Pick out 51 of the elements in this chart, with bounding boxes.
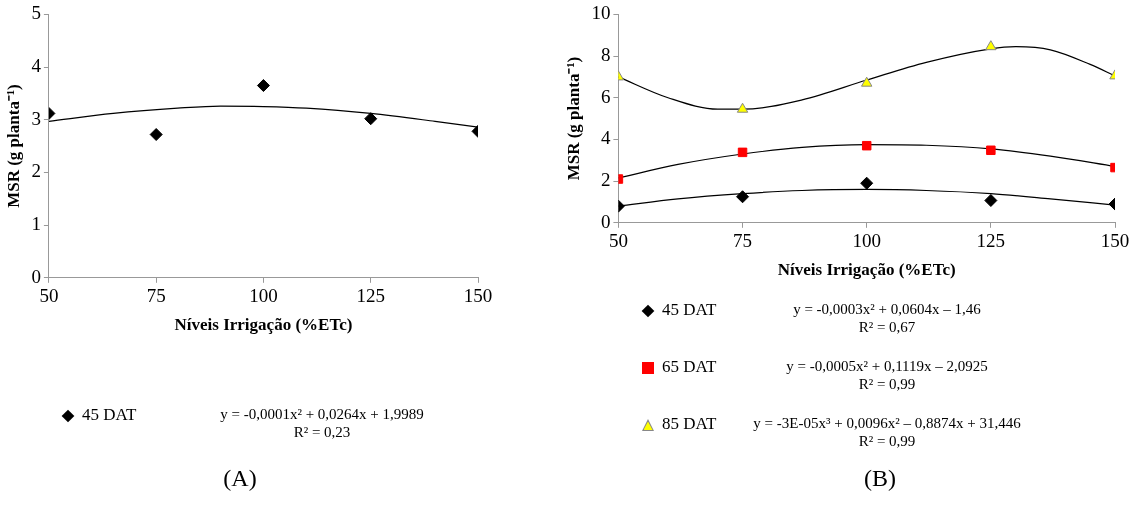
- legend-label: 45 DAT: [82, 405, 137, 424]
- x-tick-label: 75: [146, 285, 166, 307]
- y-tick-label: 0: [31, 265, 41, 287]
- y-tick-label: 2: [600, 169, 611, 191]
- legend-label: 65 DAT: [662, 357, 717, 376]
- point: [737, 147, 748, 158]
- point: [985, 40, 997, 51]
- point: [861, 140, 872, 151]
- x-tick-label: 100: [249, 285, 278, 307]
- y-tick-label: 8: [600, 44, 611, 66]
- text: y = -0,0005x² + 0,1119x – 2,0925: [786, 358, 988, 374]
- x-tick-label: 50: [608, 230, 628, 252]
- y-axis-title: MSR (g planta⁻¹): [563, 56, 583, 181]
- y-tick-label: 10: [591, 2, 611, 24]
- text: R² = 0,99: [858, 376, 916, 392]
- point: [984, 194, 998, 207]
- text: y = -3E-05x³ + 0,0096x² – 0,8874x + 31,446: [753, 415, 1021, 431]
- text: R² = 0,67: [858, 319, 916, 335]
- y-tick-label: 2: [31, 160, 41, 182]
- point: [256, 79, 270, 93]
- text: y = -0,0001x² + 0,0264x + 1,9989: [220, 406, 424, 422]
- y-tick-label: 6: [600, 85, 611, 107]
- y-tick-label: 0: [600, 210, 611, 232]
- y-tick-label: 4: [600, 127, 611, 149]
- y-tick-label: 4: [31, 55, 42, 77]
- point: [861, 76, 873, 87]
- y-axis-title: MSR (g planta⁻¹): [3, 84, 23, 208]
- y-tick-label: 5: [31, 2, 41, 24]
- text: R² = 0,23: [293, 424, 351, 440]
- x-axis-title: Níveis Irrigação (%ETc): [777, 260, 956, 280]
- x-tick-label: 150: [463, 285, 493, 307]
- legend-label: 45 DAT: [662, 300, 717, 319]
- y-tick-label: 1: [31, 213, 41, 235]
- text: y = -0,0003x² + 0,0604x – 1,46: [793, 301, 981, 317]
- point: [149, 128, 163, 142]
- x-tick-label: 150: [1100, 230, 1130, 252]
- text: (A): [223, 465, 257, 491]
- x-tick-label: 125: [976, 230, 1006, 252]
- legend-label: 85 DAT: [662, 414, 717, 433]
- x-axis-title: Níveis Irrigação (%ETc): [174, 315, 353, 335]
- text: R² = 0,99: [858, 433, 916, 449]
- x-tick-label: 75: [733, 230, 753, 252]
- point: [860, 176, 874, 190]
- point: [736, 190, 750, 204]
- y-tick-label: 3: [31, 107, 41, 129]
- text: (B): [864, 465, 896, 491]
- point: [736, 102, 749, 113]
- x-tick-label: 125: [356, 285, 385, 307]
- x-tick-label: 100: [852, 230, 881, 252]
- x-tick-label: 50: [39, 285, 59, 307]
- point: [986, 145, 996, 156]
